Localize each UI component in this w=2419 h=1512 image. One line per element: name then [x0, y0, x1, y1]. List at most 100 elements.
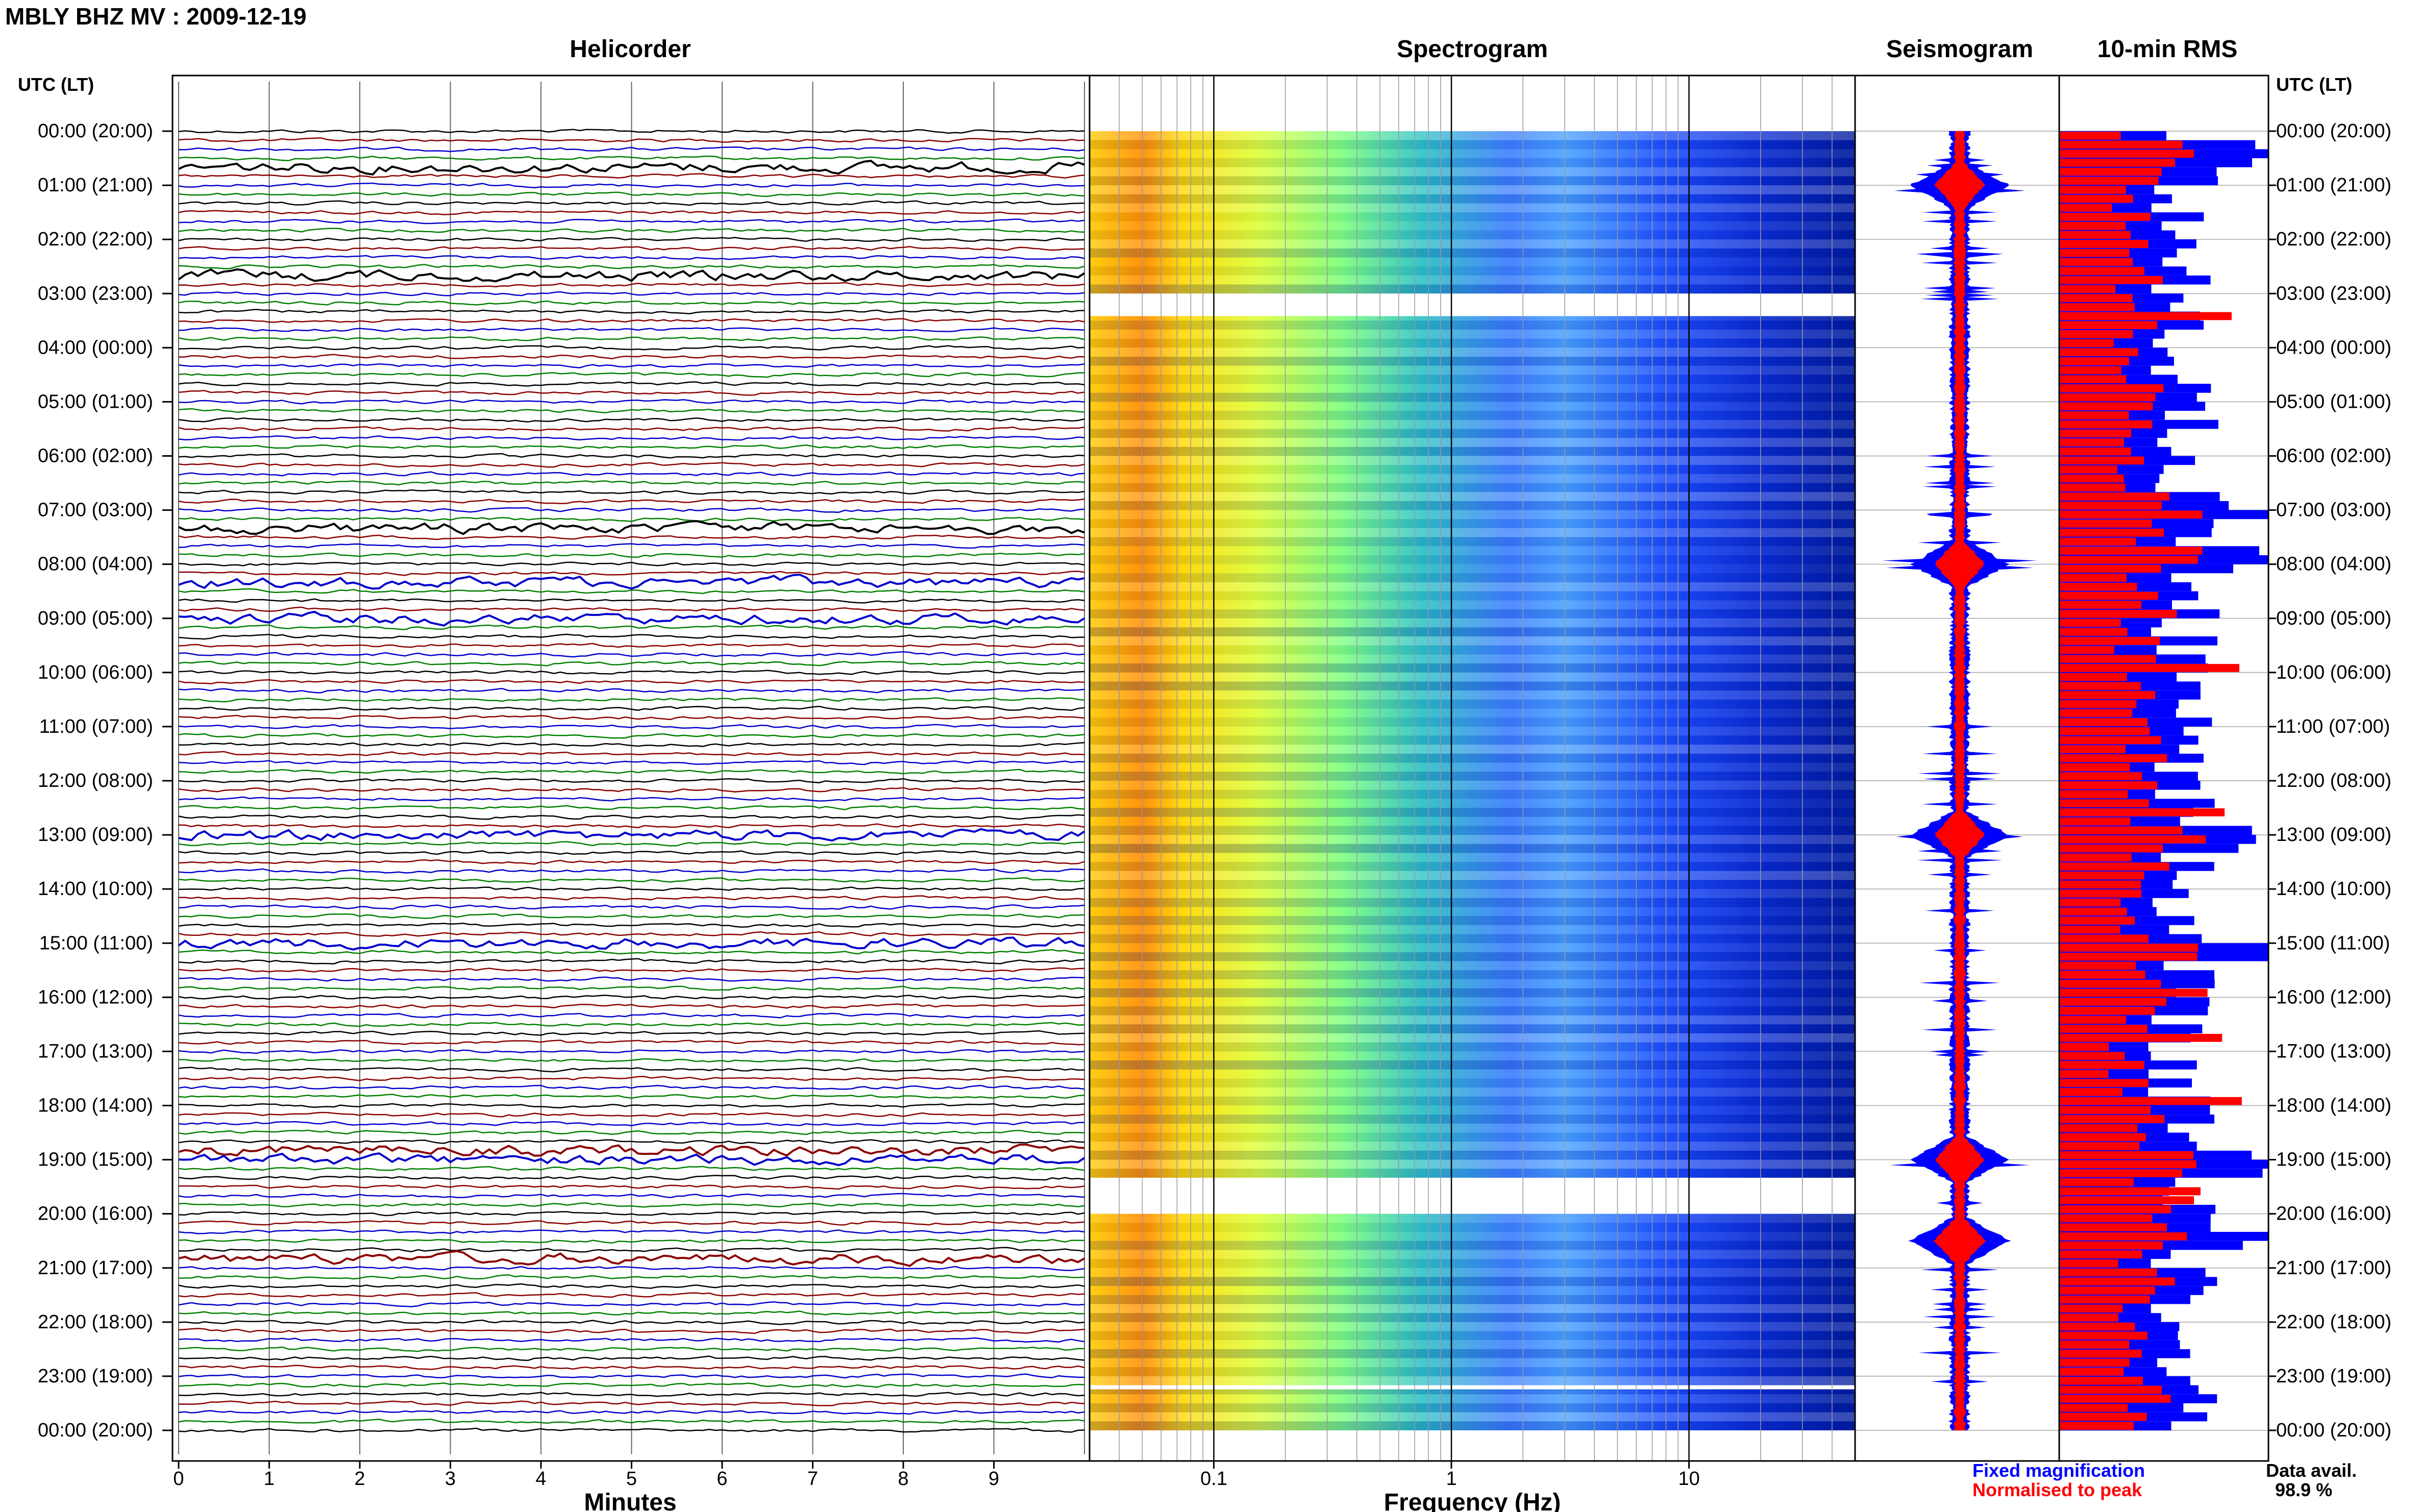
- rms-bar-normalised: [2059, 826, 2183, 835]
- helicorder-trace: [178, 291, 1085, 296]
- helicorder-trace: [178, 778, 1085, 784]
- helicorder-trace: [178, 1012, 1085, 1019]
- time-label-left: 18:00 (14:00): [38, 1095, 153, 1117]
- rms-bar-normalised: [2059, 330, 2133, 338]
- time-label-right: 17:00 (13:00): [2276, 1040, 2391, 1062]
- time-label-left: 01:00 (21:00): [38, 175, 153, 196]
- minutes-tick-label: 0: [173, 1468, 184, 1490]
- helicorder-trace: [178, 796, 1085, 802]
- rms-bar-normalised: [2059, 1331, 2148, 1340]
- rms-bar-normalised: [2059, 808, 2225, 816]
- rms-bar-normalised: [2059, 294, 2133, 302]
- rms-bar-normalised: [2059, 979, 2161, 988]
- helicorder-trace: [178, 1274, 1085, 1280]
- helicorder-trace: [178, 805, 1085, 810]
- rms-bar-normalised: [2059, 961, 2136, 970]
- time-label-right: 03:00 (23:00): [2276, 283, 2391, 304]
- helicorder-trace: [178, 660, 1085, 666]
- rms-bar-normalised: [2059, 736, 2161, 745]
- rms-bar-normalised: [2059, 944, 2199, 952]
- helicorder-trace: [178, 714, 1085, 721]
- time-label-right: 20:00 (16:00): [2276, 1203, 2391, 1225]
- helicorder-trace: [178, 480, 1085, 486]
- helicorder-trace: [178, 498, 1085, 504]
- rms-bar-normalised: [2059, 285, 2116, 293]
- helicorder-trace: [178, 624, 1085, 630]
- helicorder-trace: [178, 995, 1085, 1000]
- rms-bar-normalised: [2059, 763, 2130, 772]
- rms-bar-normalised: [2059, 1025, 2148, 1033]
- time-label-right: 16:00 (12:00): [2276, 986, 2391, 1008]
- rms-bar-normalised: [2059, 862, 2169, 871]
- rms-bar-normalised: [2059, 925, 2120, 934]
- rms-bar-normalised: [2059, 1241, 2163, 1250]
- time-label-right: 06:00 (02:00): [2276, 445, 2391, 467]
- rms-bar-normalised: [2059, 474, 2124, 483]
- frequency-tick-label: 10: [1678, 1468, 1699, 1490]
- rms-bar-normalised: [2059, 1061, 2144, 1069]
- rms-bar-normalised: [2059, 501, 2162, 510]
- helicorder-trace: [178, 850, 1085, 856]
- rms-bar-normalised: [2059, 754, 2167, 762]
- rms-bar-normalised: [2059, 177, 2159, 185]
- rms-bar-normalised: [2059, 1052, 2125, 1060]
- helicorder-trace: [178, 679, 1085, 685]
- helicorder-trace: [178, 399, 1085, 405]
- rms-bar-normalised: [2059, 1232, 2187, 1241]
- rms-bar-normalised: [2059, 1160, 2196, 1169]
- rms-bar-normalised: [2059, 853, 2132, 862]
- time-label-right: 22:00 (18:00): [2276, 1311, 2391, 1333]
- minutes-tick-label: 2: [354, 1468, 365, 1490]
- time-label-left: 12:00 (08:00): [38, 770, 153, 791]
- rms-bar-normalised: [2059, 348, 2138, 357]
- time-label-right: 23:00 (19:00): [2276, 1366, 2391, 1387]
- frequency-tick-label: 1: [1446, 1468, 1457, 1490]
- rms-bar-normalised: [2059, 1250, 2142, 1259]
- minutes-tick-label: 4: [535, 1468, 546, 1490]
- helicorder-trace: [178, 697, 1085, 703]
- helicorder-trace: [178, 282, 1085, 288]
- helicorder-trace: [178, 1003, 1085, 1009]
- helicorder-trace: [178, 246, 1085, 251]
- rms-bar-normalised: [2059, 1196, 2194, 1204]
- rms-bar-normalised: [2059, 835, 2206, 844]
- helicorder-trace: [178, 1084, 1085, 1090]
- helicorder-trace: [178, 1129, 1085, 1135]
- rms-bar-normalised: [2059, 673, 2127, 681]
- time-label-right: 08:00 (04:00): [2276, 554, 2391, 575]
- helicorder-trace: [178, 137, 1085, 143]
- time-label-left: 23:00 (19:00): [38, 1366, 153, 1387]
- rms-frame: [2058, 75, 2269, 1462]
- helicorder-trace: [178, 507, 1085, 513]
- time-label-left: 04:00 (00:00): [38, 337, 153, 358]
- helicorder-trace: [178, 814, 1085, 820]
- helicorder-trace: [178, 309, 1085, 314]
- helicorder-trace: [178, 1202, 1085, 1208]
- rms-bar-normalised: [2059, 159, 2175, 167]
- rms-bar-normalised: [2059, 1142, 2140, 1150]
- rms-bar-normalised: [2059, 1187, 2201, 1196]
- helicorder-trace: [178, 1328, 1085, 1334]
- rms-bar-normalised: [2059, 898, 2121, 907]
- helicorder-trace: [178, 210, 1085, 215]
- helicorder-trace: [178, 642, 1085, 649]
- rms-bar-normalised: [2059, 402, 2153, 411]
- rms-bar-normalised: [2059, 745, 2126, 753]
- helicorder-trace: [178, 760, 1085, 765]
- helicorder-trace: [178, 588, 1085, 594]
- helicorder-trace: [178, 520, 1085, 535]
- rms-bar-normalised: [2059, 781, 2158, 789]
- rms-bar-normalised: [2059, 384, 2164, 392]
- helicorder-trace: [178, 534, 1085, 540]
- helicorder-trace: [178, 1143, 1085, 1157]
- time-label-left: 10:00 (06:00): [38, 662, 153, 683]
- helicorder-trace: [178, 516, 1085, 522]
- rms-bar-normalised: [2059, 465, 2117, 474]
- rms-bar-normalised: [2059, 889, 2141, 898]
- time-label-right: 00:00 (20:00): [2276, 120, 2391, 142]
- helicorder-trace: [178, 426, 1085, 432]
- time-label-left: 14:00 (10:00): [38, 878, 153, 900]
- helicorder-trace: [178, 417, 1085, 423]
- helicorder-trace: [178, 985, 1085, 991]
- utc-label-left: UTC (LT): [18, 74, 94, 95]
